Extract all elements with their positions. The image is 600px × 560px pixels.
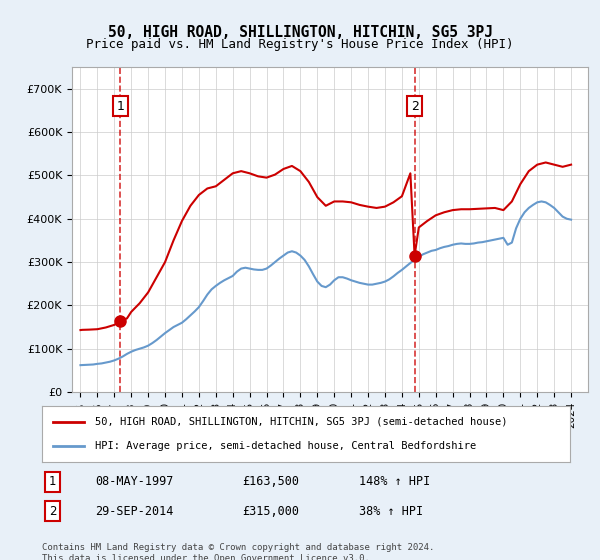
Text: 08-MAY-1997: 08-MAY-1997 <box>95 475 173 488</box>
Text: 148% ↑ HPI: 148% ↑ HPI <box>359 475 430 488</box>
Text: £163,500: £163,500 <box>242 475 299 488</box>
Text: 29-SEP-2014: 29-SEP-2014 <box>95 505 173 518</box>
Text: 50, HIGH ROAD, SHILLINGTON, HITCHIN, SG5 3PJ: 50, HIGH ROAD, SHILLINGTON, HITCHIN, SG5… <box>107 25 493 40</box>
Text: 1: 1 <box>49 475 56 488</box>
Text: Price paid vs. HM Land Registry's House Price Index (HPI): Price paid vs. HM Land Registry's House … <box>86 38 514 51</box>
Text: 38% ↑ HPI: 38% ↑ HPI <box>359 505 423 518</box>
Text: 2: 2 <box>49 505 56 518</box>
Text: Contains HM Land Registry data © Crown copyright and database right 2024.
This d: Contains HM Land Registry data © Crown c… <box>42 543 434 560</box>
Text: 2: 2 <box>410 100 419 113</box>
Text: £315,000: £315,000 <box>242 505 299 518</box>
Text: 50, HIGH ROAD, SHILLINGTON, HITCHIN, SG5 3PJ (semi-detached house): 50, HIGH ROAD, SHILLINGTON, HITCHIN, SG5… <box>95 417 508 427</box>
Text: 1: 1 <box>116 100 124 113</box>
Text: HPI: Average price, semi-detached house, Central Bedfordshire: HPI: Average price, semi-detached house,… <box>95 441 476 451</box>
